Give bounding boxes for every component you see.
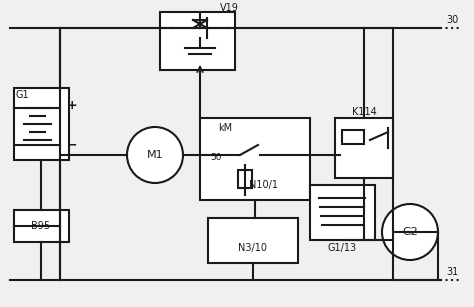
Bar (342, 130, 364, 144)
Text: 50: 50 (210, 153, 221, 161)
Text: M1: M1 (146, 150, 164, 160)
Text: G1: G1 (15, 90, 29, 100)
Text: 31: 31 (446, 267, 458, 277)
Text: kM: kM (218, 123, 232, 133)
Bar (208, 218, 298, 263)
Circle shape (127, 127, 183, 183)
Text: 30: 30 (446, 15, 458, 25)
Text: G1/13: G1/13 (328, 243, 356, 253)
Text: N10/1: N10/1 (249, 180, 278, 190)
Text: −: − (67, 138, 77, 151)
Text: V19: V19 (220, 3, 239, 13)
Bar (238, 170, 252, 188)
Text: B95: B95 (31, 221, 51, 231)
Bar (14, 88, 69, 160)
Text: G2: G2 (402, 227, 418, 237)
Bar (200, 118, 310, 200)
Text: +: + (67, 99, 77, 111)
Bar (335, 118, 393, 178)
Bar (310, 185, 375, 240)
Bar (14, 210, 69, 242)
Circle shape (382, 204, 438, 260)
Text: N3/10: N3/10 (238, 243, 267, 253)
Text: K114: K114 (352, 107, 376, 117)
Bar (160, 12, 235, 70)
